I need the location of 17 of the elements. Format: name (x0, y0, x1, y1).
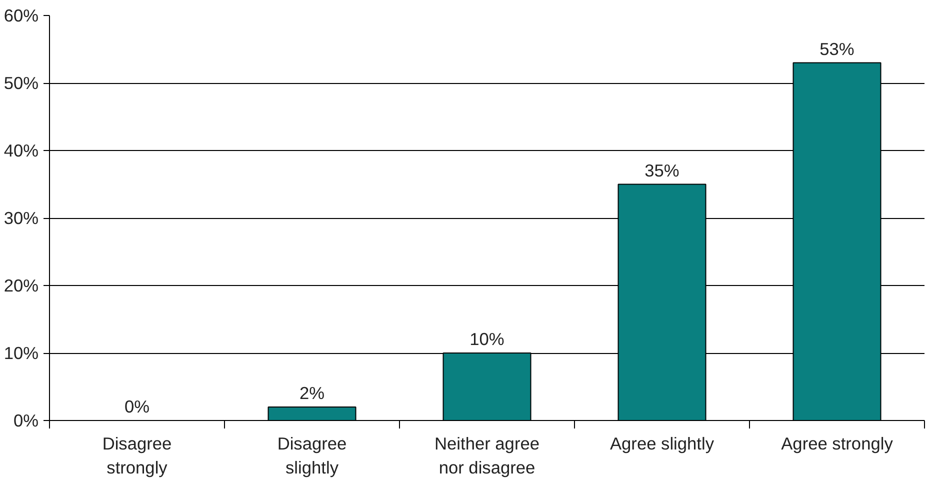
data-label: 10% (470, 329, 504, 349)
x-tick-label: Agree strongly (781, 434, 894, 454)
y-tick-label: 40% (4, 140, 39, 160)
y-tick-label: 50% (4, 73, 39, 93)
data-label: 0% (124, 396, 150, 416)
data-label: 35% (644, 160, 680, 180)
x-tick-label: Agree slightly (610, 434, 714, 454)
y-tick-label: 0% (13, 410, 38, 430)
y-tick-label: 30% (4, 208, 39, 228)
x-tick-label: Disagree slightly (277, 434, 347, 478)
data-label: 53% (820, 38, 854, 59)
y-tick-label: 60% (4, 6, 39, 26)
data-label: 2% (299, 383, 325, 403)
x-tick-label: Disagree strongly (102, 434, 172, 478)
y-tick-label: 20% (4, 276, 39, 296)
x-tick-label: Neither agree nor disagree (434, 434, 540, 478)
y-tick-label: 10% (4, 343, 39, 363)
